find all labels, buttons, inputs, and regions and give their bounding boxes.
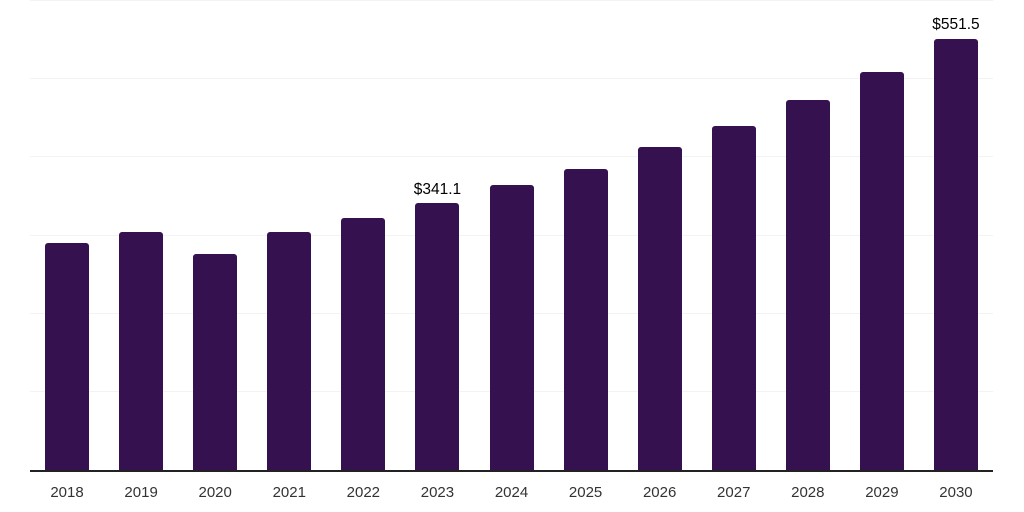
bar-2023 xyxy=(415,203,460,470)
bar-column xyxy=(845,72,919,470)
bar-column xyxy=(697,126,771,470)
bar-2024 xyxy=(489,185,534,470)
bar-2021 xyxy=(267,231,312,470)
bar-column xyxy=(549,169,623,470)
bar-column: $551.5 xyxy=(919,17,993,470)
x-tick-label-2022: 2022 xyxy=(346,484,381,501)
x-tick-label-2027: 2027 xyxy=(717,484,751,501)
x-tick-label-2019: 2019 xyxy=(124,484,158,501)
gridline xyxy=(30,78,993,80)
x-axis-labels: 2018 2019 2020 2021 2022 2023 2024 2025 2026 2027… xyxy=(30,485,993,500)
x-tick-label-2020: 2020 xyxy=(198,484,232,501)
x-tick-label-2026: 2026 xyxy=(642,484,677,501)
bar-2027 xyxy=(711,126,756,470)
plot-area: $341.1 $551.5 xyxy=(30,0,993,472)
bar-2029 xyxy=(859,72,904,470)
bar-2026 xyxy=(637,147,682,470)
x-tick-label-2029: 2029 xyxy=(865,484,899,501)
x-tick-label-2030: 2030 xyxy=(939,484,973,501)
bar-column xyxy=(623,147,697,470)
x-tick-label-2028: 2028 xyxy=(791,484,825,501)
bar-2030 xyxy=(933,38,978,470)
x-tick-label-2023: 2023 xyxy=(420,484,455,501)
bar-2022 xyxy=(341,218,386,470)
bar-2028 xyxy=(785,100,830,470)
bar-column xyxy=(104,231,178,470)
bar-column xyxy=(30,242,104,470)
x-tick-label-2018: 2018 xyxy=(50,484,84,501)
bar-column xyxy=(771,100,845,470)
bar-column xyxy=(326,218,400,470)
bar-2020 xyxy=(193,254,238,470)
bar-column xyxy=(474,185,548,470)
bars-row: $341.1 $551.5 xyxy=(30,0,993,470)
x-tick-label-2024: 2024 xyxy=(494,484,529,501)
bar-2019 xyxy=(119,231,164,470)
x-tick-label-2021: 2021 xyxy=(272,484,306,501)
bar-column: $341.1 xyxy=(400,182,474,470)
bar-value-label: $551.5 xyxy=(932,16,980,34)
x-tick-label-2025: 2025 xyxy=(568,484,603,501)
bar-column xyxy=(178,254,252,470)
gridline xyxy=(30,156,993,158)
bar-2018 xyxy=(45,242,90,470)
bar-2025 xyxy=(563,169,608,470)
gridline xyxy=(30,0,993,1)
bar-column xyxy=(252,231,326,470)
bar-value-label: $341.1 xyxy=(413,180,462,198)
